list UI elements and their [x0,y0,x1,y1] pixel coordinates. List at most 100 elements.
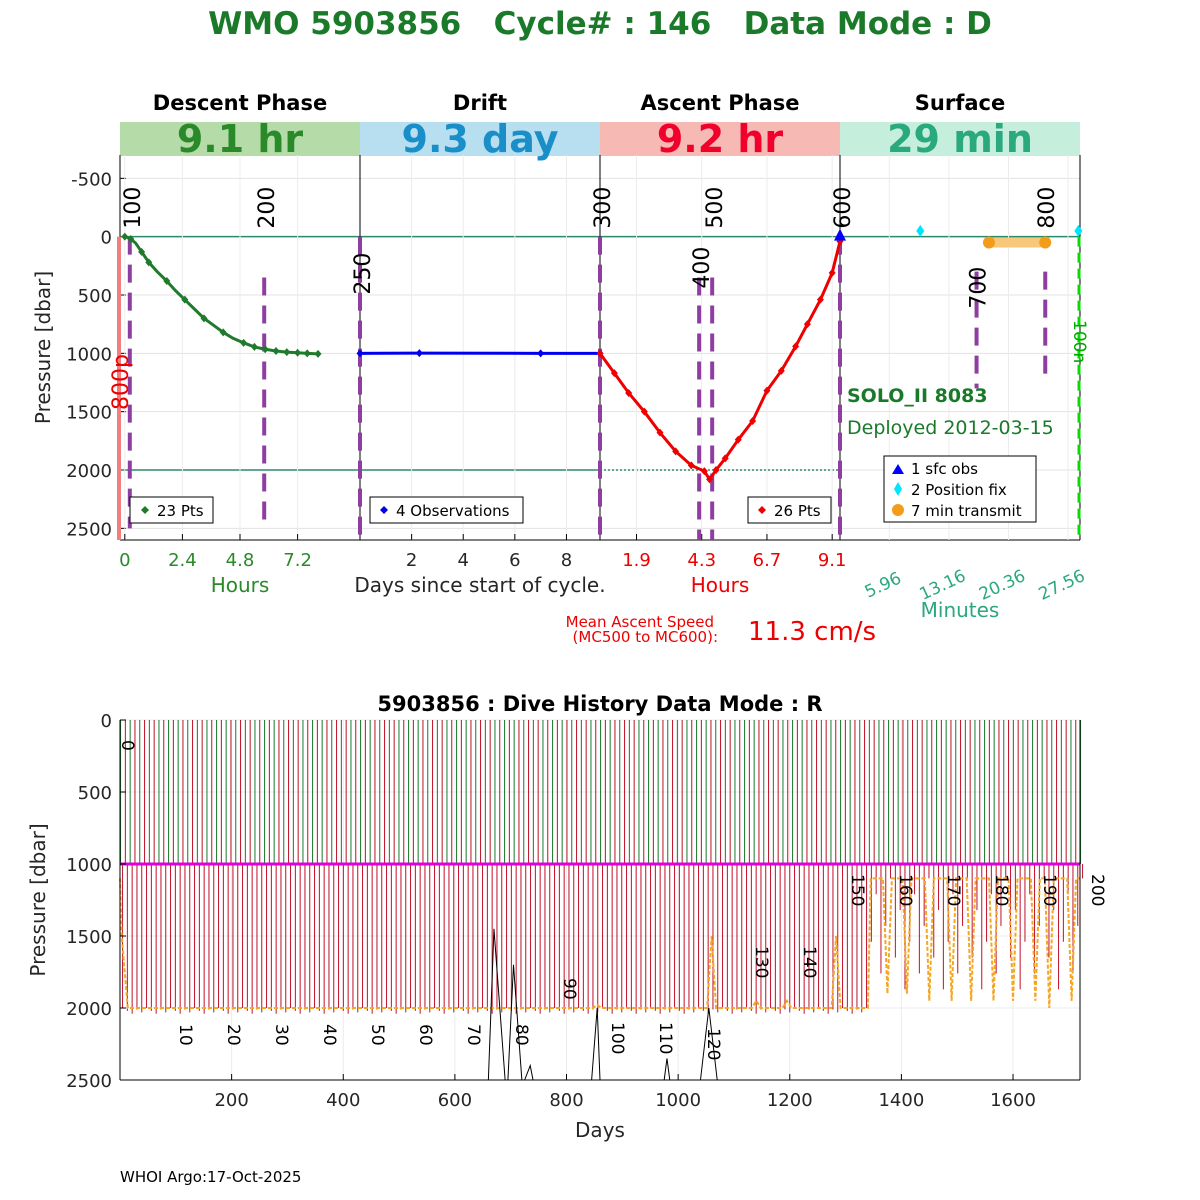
descent-point [303,349,311,358]
surface-x-tick-label: 5.96 [862,568,905,602]
cycle-label-70: 70 [463,1024,483,1046]
drift-legend-box [369,496,524,524]
descent-x-tick-label: 2.4 [168,550,197,571]
descent-point [314,349,322,358]
cycle-label-90: 90 [559,978,579,1000]
ascent-point [640,407,648,416]
phase-name-2: Ascent Phase [641,91,800,115]
descent-point [145,258,153,267]
cycle-label-160: 160 [895,874,915,906]
descent-point [261,345,269,354]
phase-name-0: Descent Phase [153,91,327,115]
legend-transmit-icon [892,504,904,516]
dive-history-chart: 5903856 : Dive History Data Mode : R 0 10 2… [26,692,1107,1142]
ascent-series-line [598,240,842,483]
cycle-label-80: 80 [511,1024,531,1046]
descent-point [121,232,129,241]
descent-x-tick-label: 4.8 [226,550,255,571]
y-axis-label: Pressure [dbar] [31,271,55,424]
cycle-label-190: 190 [1039,874,1059,906]
ascent-x-tick-label: 6.7 [753,550,782,571]
drift-point [356,349,364,358]
mc-label-300: 300 [591,187,616,229]
descent-point [294,348,302,357]
drift-x-tick-label: 6 [509,550,520,571]
phase-duration-3: 29 min [887,117,1033,161]
position-fix-marker [916,224,925,237]
ascent-point [777,366,785,375]
ascent-point [625,389,633,397]
surface-x-tick-label: 27.56 [1036,566,1089,605]
right-marker-label: 100n [1069,320,1089,363]
descent-point [163,277,171,285]
cycle-label-110: 110 [655,1022,675,1054]
ascent-point [816,295,824,304]
mc-label-100: 100 [121,187,146,229]
float-model: SOLO_II 8083 [847,385,988,407]
drift-x-tick-label: 8 [561,550,572,571]
x-tick-label: 1400 [878,1090,924,1111]
y-tick-label: 0 [101,228,112,249]
ascent-point [749,417,757,425]
cycle-label-130: 130 [751,946,771,978]
float-deployed: Deployed 2012-03-15 [847,417,1054,439]
y-tick-label: -500 [71,169,112,190]
ascent-point [803,320,811,329]
cycle-label-100: 100 [607,1022,627,1054]
y-tick-label: 1500 [66,403,112,424]
cycle-label-40: 40 [319,1024,339,1046]
y-axis-label: Pressure [dbar] [26,823,50,976]
transmit-start [982,236,995,249]
legend-position-fix-icon [894,482,902,496]
surface-legend-box [883,455,1037,523]
temp-profile-line [663,1058,671,1081]
left-pressure-bar [117,236,121,540]
ascent-point [763,386,771,395]
phase-band-0 [120,122,360,156]
phase-duration-0: 9.1 hr [177,117,304,161]
ascent-point [712,466,720,474]
drift-legend-marker [380,506,388,514]
position-fix-marker [1074,224,1083,237]
phase-duration-1: 9.3 day [402,117,559,161]
mc-label-600: 600 [831,187,856,229]
mc-label-800: 800 [1035,187,1060,229]
temp-profile-line [699,1007,718,1081]
drift-x-tick-label: 4 [457,550,468,571]
descent-legend-marker [141,506,149,514]
legend-sfc-obs-label: 1 sfc obs [911,460,978,478]
ascent-point [687,461,695,470]
y-tick-label: 2000 [66,461,112,482]
mc-label-500: 500 [703,187,728,229]
descent-point [283,348,291,357]
drift-point [415,349,423,358]
descent-point [181,295,189,304]
sfc-obs-marker [834,228,846,241]
ascent-point [672,447,680,456]
descent-point [219,328,227,337]
figure-title: WMO 5903856 Cycle# : 146 Data Mode : D [208,6,992,42]
ascent-point [706,475,714,484]
ascent-speed-label-1: Mean Ascent Speed [566,613,714,631]
x-tick-label: 1200 [767,1090,813,1111]
ascent-x-tick-label: 9.1 [818,550,847,571]
ascent-point [610,369,618,378]
ascent-speed-value: 11.3 cm/s [748,617,876,647]
drift-x-tick-label: 2 [406,550,417,571]
cycle-label-170: 170 [943,874,963,906]
phase-name-1: Drift [453,91,507,115]
cycle-label-60: 60 [415,1024,435,1046]
transmit-end [1039,236,1052,249]
phase-duration-2: 9.2 hr [657,117,784,161]
x-tick-label: 600 [438,1090,472,1111]
y-tick-label: 0 [101,711,112,732]
cycle-label-150: 150 [847,874,867,906]
descent-legend-label: 23 Pts [157,502,204,520]
mc-label-200: 200 [255,187,280,229]
ascent-point [700,467,708,476]
cycle-label-30: 30 [271,1024,291,1046]
cycle-label-120: 120 [703,1028,723,1060]
cycle-label-140: 140 [799,946,819,978]
ascent-x-tick-label: 4.3 [687,550,716,571]
